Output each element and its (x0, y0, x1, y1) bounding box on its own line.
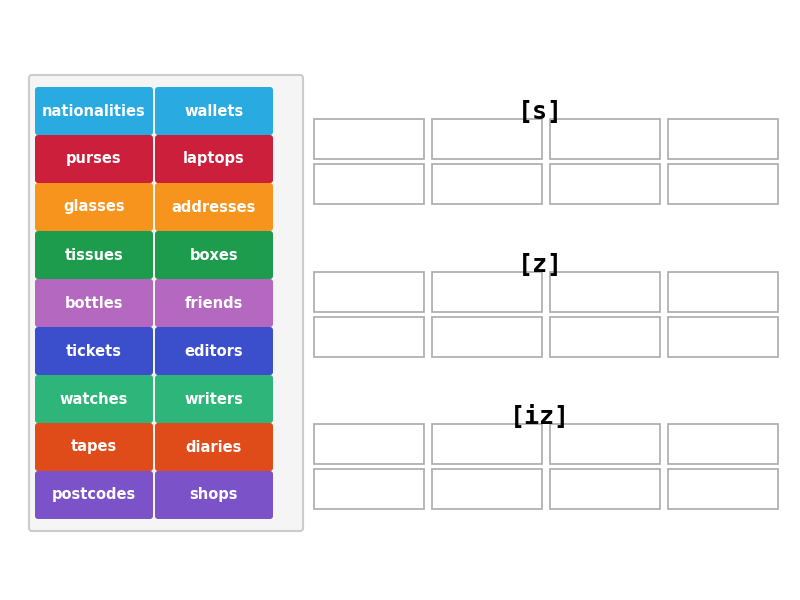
FancyBboxPatch shape (155, 183, 273, 231)
FancyBboxPatch shape (314, 317, 424, 357)
FancyBboxPatch shape (314, 164, 424, 204)
Text: shops: shops (190, 487, 238, 503)
Text: [iz]: [iz] (510, 405, 570, 429)
Text: wallets: wallets (184, 103, 244, 118)
FancyBboxPatch shape (314, 469, 424, 509)
Text: diaries: diaries (186, 439, 242, 455)
Text: purses: purses (66, 151, 122, 166)
FancyBboxPatch shape (35, 183, 153, 231)
Text: postcodes: postcodes (52, 487, 136, 503)
FancyBboxPatch shape (314, 119, 424, 159)
FancyBboxPatch shape (155, 327, 273, 375)
Text: addresses: addresses (172, 199, 256, 214)
FancyBboxPatch shape (432, 272, 542, 312)
FancyBboxPatch shape (668, 164, 778, 204)
Text: bottles: bottles (65, 295, 123, 311)
Text: tickets: tickets (66, 343, 122, 358)
FancyBboxPatch shape (35, 423, 153, 471)
FancyBboxPatch shape (155, 471, 273, 519)
FancyBboxPatch shape (668, 272, 778, 312)
Text: boxes: boxes (190, 247, 238, 263)
Text: watches: watches (60, 391, 128, 407)
FancyBboxPatch shape (314, 424, 424, 464)
Text: friends: friends (185, 295, 243, 311)
FancyBboxPatch shape (35, 279, 153, 327)
FancyBboxPatch shape (432, 317, 542, 357)
FancyBboxPatch shape (668, 119, 778, 159)
FancyBboxPatch shape (155, 375, 273, 423)
FancyBboxPatch shape (35, 471, 153, 519)
FancyBboxPatch shape (35, 375, 153, 423)
FancyBboxPatch shape (432, 469, 542, 509)
Text: [s]: [s] (518, 100, 562, 124)
FancyBboxPatch shape (155, 423, 273, 471)
Text: nationalities: nationalities (42, 103, 146, 118)
Text: tissues: tissues (65, 247, 123, 263)
FancyBboxPatch shape (668, 424, 778, 464)
Text: editors: editors (185, 343, 243, 358)
FancyBboxPatch shape (550, 424, 660, 464)
FancyBboxPatch shape (35, 231, 153, 279)
FancyBboxPatch shape (550, 272, 660, 312)
Text: glasses: glasses (63, 199, 125, 214)
FancyBboxPatch shape (432, 119, 542, 159)
FancyBboxPatch shape (432, 424, 542, 464)
FancyBboxPatch shape (35, 135, 153, 183)
Text: writers: writers (185, 391, 243, 407)
FancyBboxPatch shape (314, 272, 424, 312)
FancyBboxPatch shape (155, 231, 273, 279)
FancyBboxPatch shape (35, 87, 153, 135)
FancyBboxPatch shape (550, 469, 660, 509)
FancyBboxPatch shape (432, 164, 542, 204)
FancyBboxPatch shape (550, 119, 660, 159)
FancyBboxPatch shape (35, 327, 153, 375)
Text: laptops: laptops (183, 151, 245, 166)
FancyBboxPatch shape (155, 279, 273, 327)
FancyBboxPatch shape (155, 135, 273, 183)
FancyBboxPatch shape (550, 164, 660, 204)
Text: [z]: [z] (518, 253, 562, 277)
Text: tapes: tapes (71, 439, 117, 455)
FancyBboxPatch shape (550, 317, 660, 357)
FancyBboxPatch shape (29, 75, 303, 531)
FancyBboxPatch shape (668, 469, 778, 509)
FancyBboxPatch shape (668, 317, 778, 357)
FancyBboxPatch shape (155, 87, 273, 135)
